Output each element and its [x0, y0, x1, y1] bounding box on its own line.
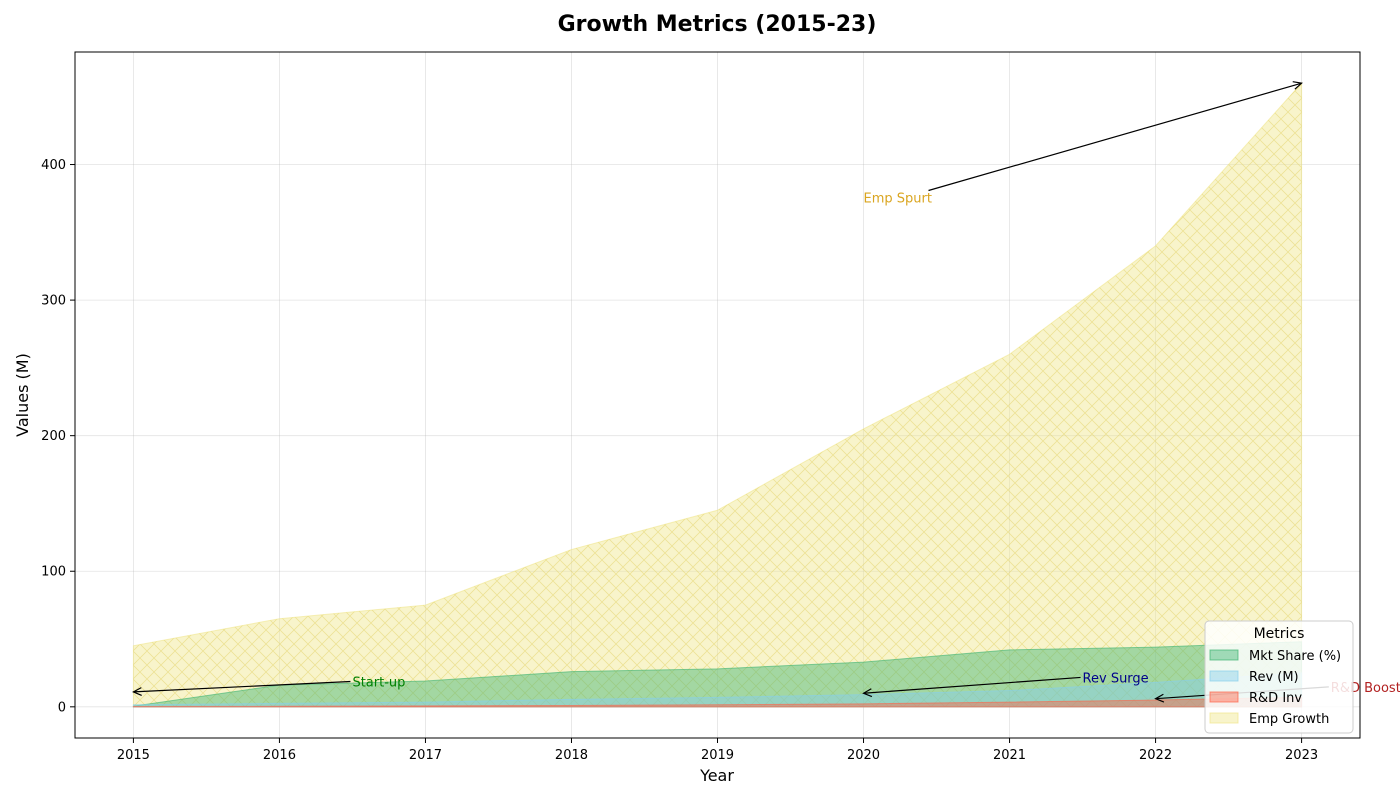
legend-item-emp-growth: Emp Growth [1209, 712, 1329, 727]
annotation-label: Rev Surge [1083, 671, 1149, 686]
annotation-arrowhead [862, 688, 873, 698]
x-tick-label: 2017 [409, 748, 442, 763]
chart-title: Growth Metrics (2015-23) [558, 12, 877, 37]
annotation-emp-spurt: Emp Spurt [864, 81, 1303, 206]
legend-item-mkt-share: Mkt Share (%) [1209, 649, 1341, 664]
x-tick-label: 2018 [555, 748, 588, 763]
y-axis-ticks: 0 100 200 300 400 [41, 158, 75, 715]
x-tick-label: 2022 [1139, 748, 1172, 763]
legend-swatch [1209, 649, 1239, 661]
x-axis-ticks: 2015 2016 2017 2018 2019 2020 2021 2022 2023 [117, 738, 1318, 763]
legend-label: R&D Inv [1249, 691, 1302, 706]
legend-label: Rev (M) [1249, 670, 1299, 685]
legend-item-r-d-inv: R&D Inv [1209, 691, 1302, 706]
legend-title: Metrics [1254, 626, 1305, 642]
x-tick-label: 2021 [993, 748, 1026, 763]
y-axis-label: Values (M) [13, 353, 32, 437]
y-tick-label: 400 [41, 158, 66, 173]
x-tick-label: 2016 [263, 748, 296, 763]
area-hatch-emp-growth [133, 83, 1302, 707]
legend-item-rev-m: Rev (M) [1209, 670, 1299, 685]
x-tick-label: 2015 [117, 748, 150, 763]
x-tick-label: 2019 [701, 748, 734, 763]
legend-swatch [1209, 712, 1239, 724]
annotation-arrowhead [1292, 81, 1303, 90]
legend-label: Emp Growth [1249, 712, 1329, 727]
legend-label: Mkt Share (%) [1249, 649, 1341, 664]
x-tick-label: 2020 [847, 748, 880, 763]
x-tick-label: 2023 [1285, 748, 1318, 763]
annotation-arrow [133, 680, 351, 693]
x-axis-label: Year [699, 766, 734, 785]
legend-swatch [1209, 691, 1239, 703]
annotation-label: Emp Spurt [864, 191, 932, 206]
y-tick-label: 100 [41, 565, 66, 580]
y-tick-label: 300 [41, 294, 66, 309]
annotation-start-up: Start-up [132, 675, 405, 696]
y-tick-label: 0 [58, 700, 66, 715]
y-tick-label: 200 [41, 429, 66, 444]
annotation-arrow [863, 676, 1081, 694]
annotation-arrowhead [1154, 693, 1165, 703]
plot-areas [132, 81, 1303, 708]
annotation-arrowhead [132, 687, 142, 696]
legend-swatch [1209, 670, 1239, 682]
annotation-label: Start-up [352, 675, 405, 690]
legend: Metrics Mkt Share (%) Rev (M) R&D Inv Emp Gr… [1204, 620, 1354, 734]
annotation-rev-surge: Rev Surge [862, 671, 1149, 698]
legend-box [1204, 620, 1354, 734]
annotation-arrow [928, 82, 1302, 192]
